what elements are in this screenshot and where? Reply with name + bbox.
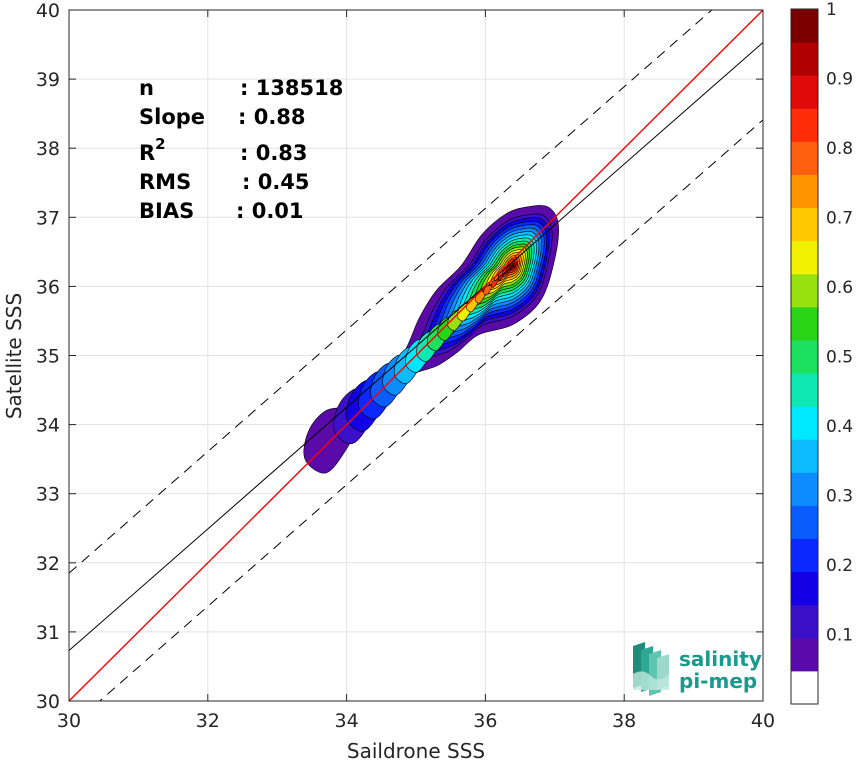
colorbar-segment — [791, 207, 818, 242]
colorbar-segment — [791, 373, 818, 407]
colorbar-tick-label: 0.6 — [826, 278, 853, 298]
colorbar-tick-label: 1 — [826, 0, 837, 20]
axis-ticks: 30 32 34 36 38 40 30 31 32 33 34 35 36 37 38 39 40 — [36, 0, 775, 732]
x-tick-label: 34 — [335, 710, 359, 732]
regression-line — [69, 42, 763, 651]
colorbar-segment — [791, 505, 818, 540]
stats-superscript: 2 — [155, 135, 165, 153]
colorbar-tick-label: 0.3 — [826, 487, 853, 507]
x-tick-label: 38 — [612, 710, 636, 732]
colorbar-segment — [791, 174, 818, 209]
y-tick-label: 38 — [36, 138, 60, 160]
salinity-pi-mep-logo: salinity pi-mep — [633, 642, 762, 696]
grid — [69, 10, 763, 701]
upper-band-line — [69, 10, 713, 574]
y-tick-label: 31 — [36, 622, 60, 644]
colorbar-segment — [791, 306, 818, 341]
colorbar-tick-label: 0.1 — [826, 626, 853, 646]
x-axis-title: Saildrone SSS — [347, 739, 485, 763]
y-tick-label: 32 — [36, 553, 60, 575]
colorbar-segment — [791, 637, 818, 672]
y-tick-label: 36 — [36, 276, 60, 298]
colorbar-segment — [791, 571, 818, 606]
stats-value: : 0.45 — [242, 170, 310, 194]
colorbar-segment — [791, 604, 818, 639]
reference-lines — [69, 10, 763, 701]
colorbar-segment — [791, 42, 818, 76]
stats-row: BIAS : 0.01 — [139, 199, 304, 223]
logo-mark-icon — [633, 642, 669, 696]
logo-text-line2: pi-mep — [679, 669, 757, 693]
colorbar-segment — [791, 406, 818, 440]
colorbar-tick-label: 0.2 — [826, 556, 853, 576]
x-tick-label: 40 — [751, 710, 775, 732]
colorbar-segment — [791, 108, 818, 142]
colorbar-tick-label: 0.8 — [826, 139, 853, 159]
colorbar-frame — [790, 8, 819, 705]
y-tick-label: 35 — [36, 346, 60, 368]
y-tick-label: 34 — [36, 415, 60, 437]
stats-label: n — [139, 76, 154, 100]
colorbar-segment — [791, 670, 818, 705]
colorbar-segment — [791, 439, 818, 473]
y-tick-label: 30 — [36, 691, 60, 713]
stats-row: Slope : 0.88 — [139, 105, 306, 129]
stats-row: RMS : 0.45 — [139, 170, 310, 194]
colorbar-segment — [791, 141, 818, 175]
colorbar: 0.1 0.2 0.3 0.4 0.5 0.6 0.7 0.8 0.9 1 — [790, 0, 853, 705]
colorbar-segment — [791, 538, 818, 573]
colorbar-segment — [791, 75, 818, 109]
stats-label: Slope — [139, 105, 205, 129]
colorbar-segment — [791, 472, 818, 506]
y-axis-title: Satellite SSS — [2, 293, 26, 419]
colorbar-tick-label: 0.9 — [826, 70, 853, 90]
lower-band-line — [98, 119, 763, 701]
stats-label: RMS — [139, 170, 191, 194]
stats-value: : 138518 — [240, 76, 343, 100]
colorbar-tick-label: 0.4 — [826, 417, 853, 437]
y-tick-label: 39 — [36, 69, 60, 91]
logo-text-line1: salinity — [679, 647, 762, 671]
stats-value: : 0.83 — [240, 141, 308, 165]
x-tick-label: 36 — [473, 710, 497, 732]
density-contour — [509, 264, 515, 270]
colorbar-segment — [791, 273, 818, 308]
y-tick-label: 40 — [36, 0, 60, 22]
x-tick-label: 32 — [196, 710, 220, 732]
colorbar-segment — [791, 240, 818, 275]
stats-label: BIAS — [139, 199, 194, 223]
stats-value: : 0.01 — [236, 199, 304, 223]
y-tick-label: 33 — [36, 484, 60, 506]
x-tick-label: 30 — [57, 710, 81, 732]
colorbar-segment — [791, 339, 818, 374]
colorbar-tick-label: 0.7 — [826, 209, 853, 229]
stats-value: : 0.88 — [238, 105, 306, 129]
colorbar-segment — [791, 9, 818, 43]
y-tick-label: 37 — [36, 207, 60, 229]
colorbar-tick-label: 0.5 — [826, 348, 853, 368]
identity-line — [69, 10, 763, 701]
stats-row: n : 138518 — [139, 76, 343, 100]
